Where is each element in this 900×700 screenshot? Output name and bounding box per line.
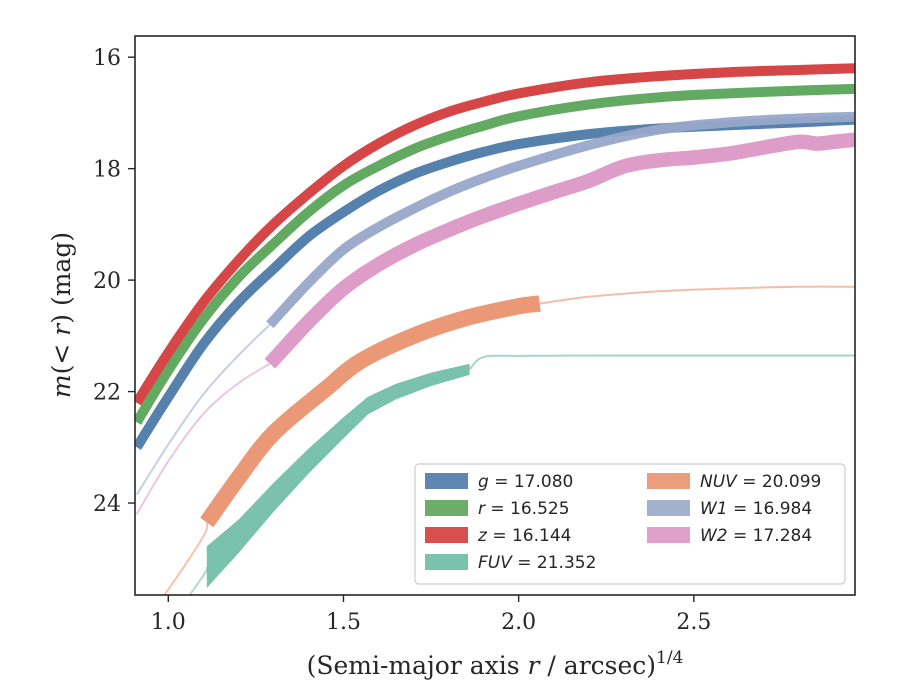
legend-item-r: r = 16.525 xyxy=(425,499,570,519)
legend-item-nuv: NUV = 20.099 xyxy=(647,472,821,492)
series-z-curve xyxy=(135,63,855,406)
y-tick-label: 18 xyxy=(93,158,121,183)
legend-swatch xyxy=(425,500,468,516)
y-tick-label: 24 xyxy=(93,492,121,517)
legend-label: NUV = 20.099 xyxy=(700,472,821,492)
x-tick-label: 2.5 xyxy=(676,610,711,635)
x-axis-label: (Semi-major axis r / arcsec)1/4 xyxy=(307,648,684,680)
series-w2-extrapolation xyxy=(135,362,271,515)
legend-item-w2: W2 = 17.284 xyxy=(647,526,812,546)
legend-label: FUV = 21.352 xyxy=(478,553,596,573)
x-axis-ticks: 1.0 1.5 2.0 2.5 xyxy=(151,595,711,635)
legend-label: W2 = 17.284 xyxy=(700,526,812,546)
legend-swatch xyxy=(425,527,468,543)
x-tick-label: 1.5 xyxy=(326,610,361,635)
legend-item-g: g = 17.080 xyxy=(425,472,573,492)
legend-box xyxy=(414,463,846,585)
legend-swatch xyxy=(647,527,690,543)
series-fuv-extrapolation xyxy=(468,354,855,371)
series-nuv xyxy=(163,285,855,595)
series-fuv-extrapolation xyxy=(188,566,209,595)
y-axis-label: m(< r) (mag) xyxy=(47,232,76,398)
x-tick-label: 2.0 xyxy=(501,610,536,635)
legend: g = 17.080 r = 16.525 z = 16.144 FUV = 21.3… xyxy=(414,463,846,585)
legend-item-w1: W1 = 16.984 xyxy=(647,499,812,519)
series-w2-curve xyxy=(264,132,855,369)
legend-label: g = 17.080 xyxy=(478,472,573,492)
legend-swatch xyxy=(425,473,468,489)
series-z xyxy=(135,63,855,406)
series-nuv-extrapolation xyxy=(539,285,855,305)
legend-swatch xyxy=(647,500,690,516)
y-axis-ticks: 16 18 20 22 24 xyxy=(93,46,135,517)
legend-label: z = 16.144 xyxy=(477,526,571,546)
x-tick-label: 1.0 xyxy=(151,610,186,635)
y-tick-label: 20 xyxy=(93,269,121,294)
legend-item-z: z = 16.144 xyxy=(425,526,571,546)
legend-item-fuv: FUV = 21.352 xyxy=(425,553,596,573)
series-nuv-curve xyxy=(200,295,541,528)
axes-frame xyxy=(134,35,856,596)
series-fuv xyxy=(188,354,855,595)
series-w1 xyxy=(135,111,855,496)
legend-label: r = 16.525 xyxy=(478,499,570,519)
series-nuv-extrapolation xyxy=(163,522,209,595)
y-tick-label: 22 xyxy=(93,381,121,406)
legend-swatch xyxy=(647,473,690,489)
series-w1-curve xyxy=(266,111,855,329)
series-w2 xyxy=(135,132,855,515)
series-w1-extrapolation xyxy=(135,323,271,496)
plot-area xyxy=(135,63,855,595)
series-r-curve xyxy=(135,83,855,425)
legend-swatch xyxy=(425,554,468,570)
y-tick-label: 16 xyxy=(93,46,121,71)
series-r xyxy=(135,83,855,425)
legend-label: W1 = 16.984 xyxy=(700,499,812,519)
